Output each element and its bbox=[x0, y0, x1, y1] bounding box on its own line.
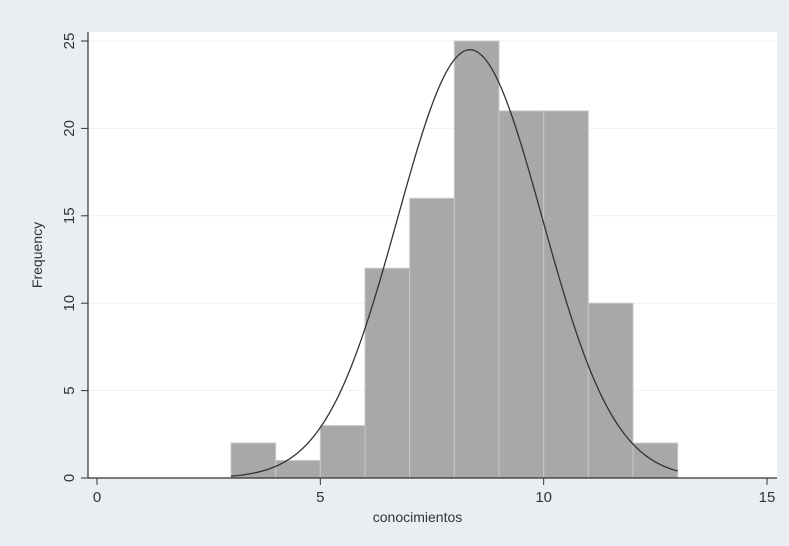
y-tick-label: 25 bbox=[61, 33, 78, 50]
histogram-bars bbox=[230, 40, 679, 479]
histogram-bar bbox=[364, 267, 411, 479]
histogram-bar bbox=[409, 197, 455, 479]
x-tick-label: 5 bbox=[316, 489, 324, 506]
histogram-bar bbox=[543, 110, 589, 479]
histogram-bar bbox=[453, 40, 500, 479]
y-tick-label: 0 bbox=[61, 474, 78, 482]
axes bbox=[81, 32, 777, 485]
y-tick-label: 10 bbox=[61, 295, 78, 312]
normal-density-curve bbox=[230, 49, 678, 477]
x-tick-label: 0 bbox=[93, 489, 101, 506]
histogram-bar bbox=[587, 302, 634, 479]
tick-labels: 0 5 10 15 0 5 10 15 20 25 bbox=[61, 33, 775, 506]
y-axis-label: Frequency bbox=[29, 222, 45, 288]
x-axis-label: conocimientos bbox=[373, 509, 463, 525]
histogram-bar bbox=[230, 442, 277, 479]
x-tick-label: 15 bbox=[759, 489, 776, 506]
x-tick-label: 10 bbox=[535, 489, 552, 506]
y-tick-label: 15 bbox=[61, 207, 78, 224]
histogram-bar bbox=[319, 425, 366, 479]
y-tick-label: 20 bbox=[61, 120, 78, 137]
histogram-bar bbox=[632, 442, 679, 479]
histogram-bar bbox=[498, 110, 545, 479]
y-tick-label: 5 bbox=[61, 386, 78, 394]
